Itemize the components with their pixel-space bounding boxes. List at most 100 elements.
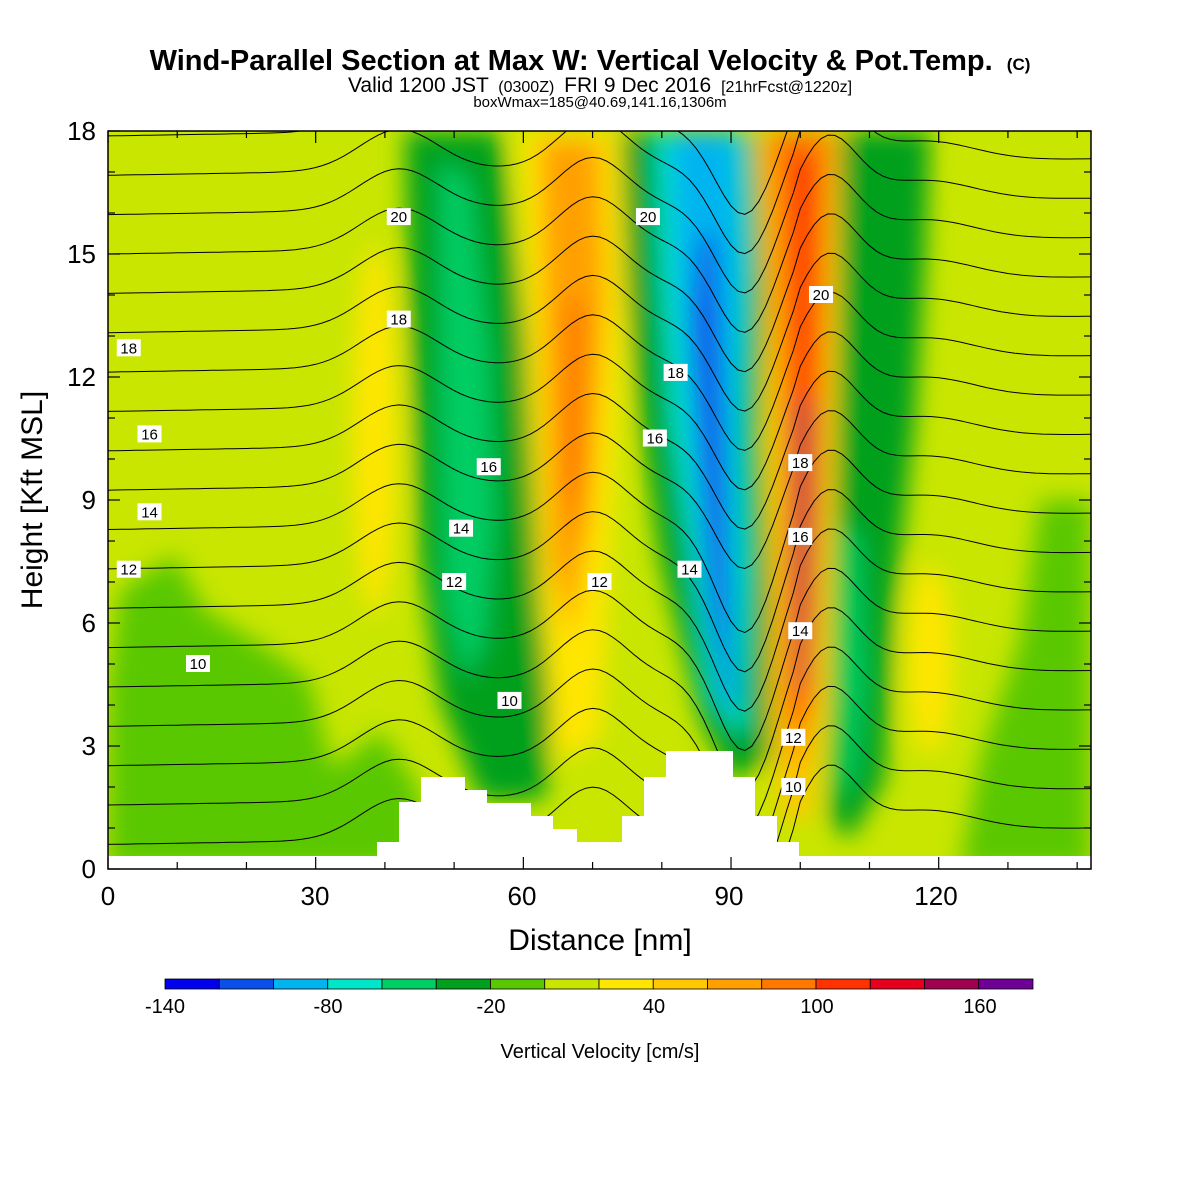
w-region-lowleft [108,555,350,869]
theta-contour [108,449,1091,634]
svg-text:12: 12 [785,730,802,747]
y-tick-label: 18 [67,116,96,146]
theta-contour [108,528,1091,712]
svg-text:14: 14 [141,504,158,521]
svg-text:16: 16 [141,426,158,443]
svg-text:16: 16 [480,459,497,476]
contour-label: 16 [642,429,667,448]
copyright-mark: (C) [1007,55,1031,74]
theta-contour [108,292,1091,451]
colorbar-tick-label: -80 [314,996,343,1018]
svg-text:18: 18 [667,365,684,382]
y-tick-label: 9 [82,485,96,515]
contour-label: 12 [442,573,467,591]
colorbar-tick-label: -140 [145,996,185,1018]
subtitle-valid: Valid 1200 JST [348,74,489,97]
svg-text:18: 18 [390,312,407,329]
contour-label: 10 [497,691,522,710]
theta-contour [108,131,1091,255]
contour-label: 18 [663,363,688,382]
colorbar-swatch [978,978,1034,990]
colorbar-swatch [381,978,437,990]
svg-text:12: 12 [446,574,463,591]
colorbar-tick-label: -20 [477,996,506,1018]
subtitle-forecast: [21hrFcst@1220z] [721,79,852,96]
terrain [108,751,1091,869]
svg-text:12: 12 [591,574,608,591]
contour-label: 14 [677,560,702,579]
contour-label: 18 [386,310,411,329]
colorbar-label: Vertical Velocity [cm/s] [501,1041,700,1063]
potential-temperature-contours [108,131,1091,869]
svg-text:20: 20 [390,209,407,226]
theta-contour [108,134,1091,294]
colorbar-swatch [707,978,763,990]
colorbar-swatch [435,978,491,990]
contour-label: 14 [788,622,813,640]
contour-label: 20 [809,286,834,304]
theta-contour [108,764,1091,869]
contour-label: 18 [788,454,813,472]
colorbar-swatch [869,978,925,990]
svg-text:16: 16 [792,529,809,546]
x-tick-labels: 0 30 60 90 120 [101,881,958,911]
y-tick-label: 15 [67,239,96,269]
contour-label: 18 [116,339,141,357]
y-tick-label: 3 [82,731,96,761]
x-tick-label: 30 [301,881,330,911]
y-tick-label: 6 [82,608,96,638]
colorbar-swatch [490,978,546,990]
svg-text:14: 14 [681,562,698,579]
colorbar-tick-labels: -140 -80 -20 40 100 160 [145,996,997,1018]
colorbar-swatch [815,978,871,990]
theta-contour [108,410,1091,570]
svg-text:12: 12 [120,562,137,579]
colorbar-swatch [924,978,980,990]
w-region-up-68-inner [563,300,585,540]
svg-text:20: 20 [640,209,657,226]
contour-label: 20 [386,208,411,226]
contour-label: 20 [635,208,660,226]
contour-labels: 10 12 14 16 18 18 20 16 14 12 10 12 20 18 16 14 20 18 16 14… [116,208,834,796]
svg-text:18: 18 [120,340,137,357]
x-tick-label: 0 [101,881,115,911]
contour-label: 10 [185,655,210,673]
theta-contour [108,646,1091,830]
svg-text:10: 10 [785,779,802,796]
colorbar-swatch [164,978,220,990]
theta-contour [108,131,788,215]
info-line: boxWmax=185@40.69,141.16,1306m [473,94,726,111]
theta-contour [108,489,1091,673]
subtitle-utc: (0300Z) [498,79,554,96]
theta-contour [108,213,1091,373]
contour-label: 16 [137,425,162,443]
chart-title: Wind-Parallel Section at Max W: Vertical… [150,45,993,77]
contour-label: 16 [788,527,813,546]
theta-contour [108,725,1091,869]
colorbar-swatch [218,978,274,990]
contour-label: 12 [781,728,806,747]
y-tick-label: 12 [67,362,96,392]
w-region-updraft-40 [353,245,397,615]
colorbar-swatch [761,978,817,990]
svg-text:14: 14 [453,521,470,538]
contour-label: 14 [137,503,162,521]
colorbar-tick-label: 100 [800,996,833,1018]
colorbar-tick-label: 40 [643,996,665,1018]
colorbar-tick-label: 160 [963,996,996,1018]
contour-label: 12 [587,573,612,591]
theta-contour [108,607,1091,791]
subtitle-date: FRI 9 Dec 2016 [564,74,711,97]
theta-contour [108,370,1091,530]
x-tick-label: 120 [914,881,957,911]
svg-text:10: 10 [501,693,518,710]
svg-text:Wind-Parallel Section at Max W: Wind-Parallel Section at Max W: Vertical… [150,45,1031,77]
colorbar-swatch [544,978,600,990]
x-tick-label: 60 [508,881,537,911]
svg-text:16: 16 [647,431,664,448]
contour-label: 16 [476,458,501,476]
y-axis-label: Height [Kft MSL] [16,391,49,609]
w-region-down-52-inner [440,160,495,680]
svg-text:14: 14 [792,623,809,640]
